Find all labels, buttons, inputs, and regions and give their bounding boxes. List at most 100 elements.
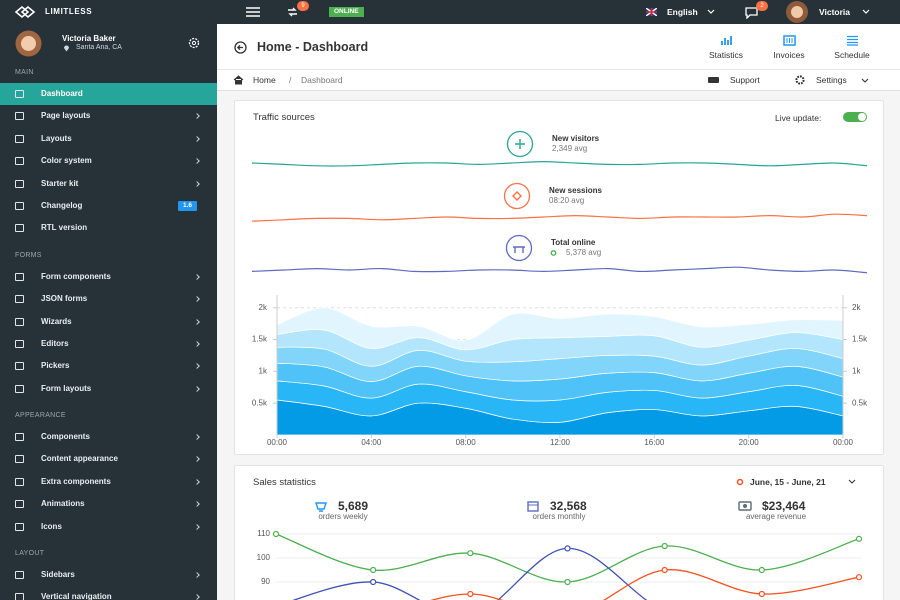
- source-name: New sessions: [549, 186, 602, 195]
- sidebar-item[interactable]: Changelog 1.6: [0, 195, 217, 217]
- point: [370, 578, 377, 586]
- y2-tick-label: 2k: [852, 303, 861, 312]
- header-action[interactable]: Statistics: [708, 50, 744, 60]
- x-tick-label: 20:00: [739, 438, 760, 447]
- header-link[interactable]: Settings: [816, 75, 847, 85]
- header-action[interactable]: Schedule: [834, 50, 870, 60]
- sidebar-label: Animations: [41, 499, 85, 509]
- sidebar-icon: [15, 201, 24, 210]
- chevron: [194, 572, 200, 578]
- avatar[interactable]: [786, 1, 808, 23]
- chevron: [194, 523, 200, 530]
- y2-tick-label: 1.5k: [852, 335, 868, 344]
- sidebar-item[interactable]: RTL version: [0, 217, 217, 239]
- sidebar-item[interactable]: Page layouts: [0, 105, 217, 127]
- brand[interactable]: LIMITLESS: [45, 7, 93, 16]
- x-tick-label: 00:00: [833, 438, 854, 447]
- sidebar-label: Wizards: [41, 316, 72, 326]
- header-action[interactable]: Invoices: [773, 50, 805, 60]
- chevron: [862, 9, 870, 14]
- sidebar-item[interactable]: Content appearance: [0, 448, 217, 470]
- sidebar-item[interactable]: Animations: [0, 493, 217, 515]
- breadcrumb-item: Dashboard: [301, 75, 343, 85]
- settings-icon[interactable]: [188, 37, 200, 49]
- sidebar-icon: [15, 134, 24, 143]
- header-link[interactable]: Support: [730, 75, 760, 85]
- point: [661, 566, 668, 574]
- source-value: 2,349 avg: [552, 144, 587, 153]
- sidebar-label: Form layouts: [41, 383, 92, 393]
- x-tick-label: 08:00: [456, 438, 477, 447]
- sidebar-label: Dashboard: [41, 89, 83, 98]
- x-tick-label: 04:00: [361, 438, 382, 447]
- breadcrumb-item[interactable]: Home: [253, 75, 276, 85]
- sidebar-item[interactable]: Color system: [0, 150, 217, 172]
- logo: [14, 5, 36, 19]
- stat-label: orders monthly: [532, 512, 586, 521]
- chevron: [194, 363, 200, 370]
- toggle-knob: [858, 113, 866, 121]
- page-title: Home - Dashboard: [257, 40, 369, 54]
- user-name[interactable]: Victoria: [819, 7, 851, 17]
- source-glyph: [513, 246, 525, 253]
- sidebar-label: Content appearance: [41, 454, 118, 464]
- language[interactable]: English: [667, 7, 698, 17]
- chevron: [194, 456, 200, 463]
- statistics-icon: [721, 36, 732, 45]
- sidebar-section-title: APPEARANCE: [15, 412, 66, 420]
- sidebar-icon: [15, 522, 24, 531]
- sidebar-item[interactable]: Form components: [0, 266, 217, 288]
- sidebar-label: JSON forms: [41, 294, 88, 304]
- source-value: 5,378 avg: [566, 248, 601, 257]
- date-range[interactable]: June, 15 - June, 21: [750, 477, 826, 487]
- sales-chart: 90 100 110: [257, 529, 863, 600]
- sidebar-item[interactable]: Sidebars: [0, 564, 217, 586]
- sidebar-item[interactable]: Pickers: [0, 355, 217, 377]
- sidebar-icon: [15, 433, 24, 442]
- sidebar-item[interactable]: Components: [0, 426, 217, 448]
- sidebar-item[interactable]: JSON forms: [0, 288, 217, 310]
- stat-label: orders weekly: [318, 512, 368, 521]
- live-update-toggle[interactable]: [843, 112, 867, 122]
- source-name: Total online: [551, 238, 596, 247]
- sidebar-icon: [15, 224, 24, 233]
- navbar: LIMITLESS 9 ONLINE English 2 Victoria: [0, 0, 900, 24]
- y-tick-label: 110: [257, 529, 270, 538]
- y2-tick-label: 0.5k: [852, 398, 868, 407]
- sidebar-icon: [15, 157, 24, 166]
- y-tick-label: 0.5k: [252, 398, 268, 407]
- point: [564, 578, 571, 586]
- chevron: [194, 385, 200, 392]
- stat-label: average revenue: [745, 512, 807, 521]
- sidebar-item[interactable]: Icons: [0, 516, 217, 538]
- sidebar-icon: [15, 317, 24, 326]
- page-header: [217, 24, 900, 70]
- menu-toggle[interactable]: [246, 7, 260, 17]
- chevron: [848, 479, 856, 484]
- sidebar-item[interactable]: Vertical navigation: [0, 586, 217, 600]
- updates-badge: 9: [297, 1, 309, 11]
- flag-icon: [646, 8, 657, 16]
- sidebar-item[interactable]: Starter kit: [0, 173, 217, 195]
- source-glyph: [512, 191, 522, 201]
- chevron: [194, 135, 200, 142]
- sidebar-item[interactable]: Extra components: [0, 471, 217, 493]
- sidebar-item[interactable]: Wizards: [0, 311, 217, 333]
- point: [758, 590, 765, 598]
- chevron: [194, 318, 200, 325]
- point: [758, 566, 765, 574]
- support-icon: [708, 77, 719, 83]
- sidebar-item[interactable]: Dashboard: [0, 83, 217, 106]
- chevron: [194, 341, 200, 347]
- y-tick-label: 2k: [259, 303, 268, 312]
- x-tick-label: 00:00: [267, 438, 288, 447]
- sidebar-item[interactable]: Layouts: [0, 128, 217, 150]
- sidebar-item[interactable]: Editors: [0, 333, 217, 355]
- back-icon[interactable]: [234, 41, 247, 54]
- sidebar-icon: [15, 179, 24, 188]
- online-dot: [550, 250, 557, 256]
- sidebar-item[interactable]: Form layouts: [0, 378, 217, 400]
- updates-icon[interactable]: [286, 6, 299, 18]
- y2-tick-label: 1k: [852, 366, 861, 375]
- chevron: [194, 434, 200, 440]
